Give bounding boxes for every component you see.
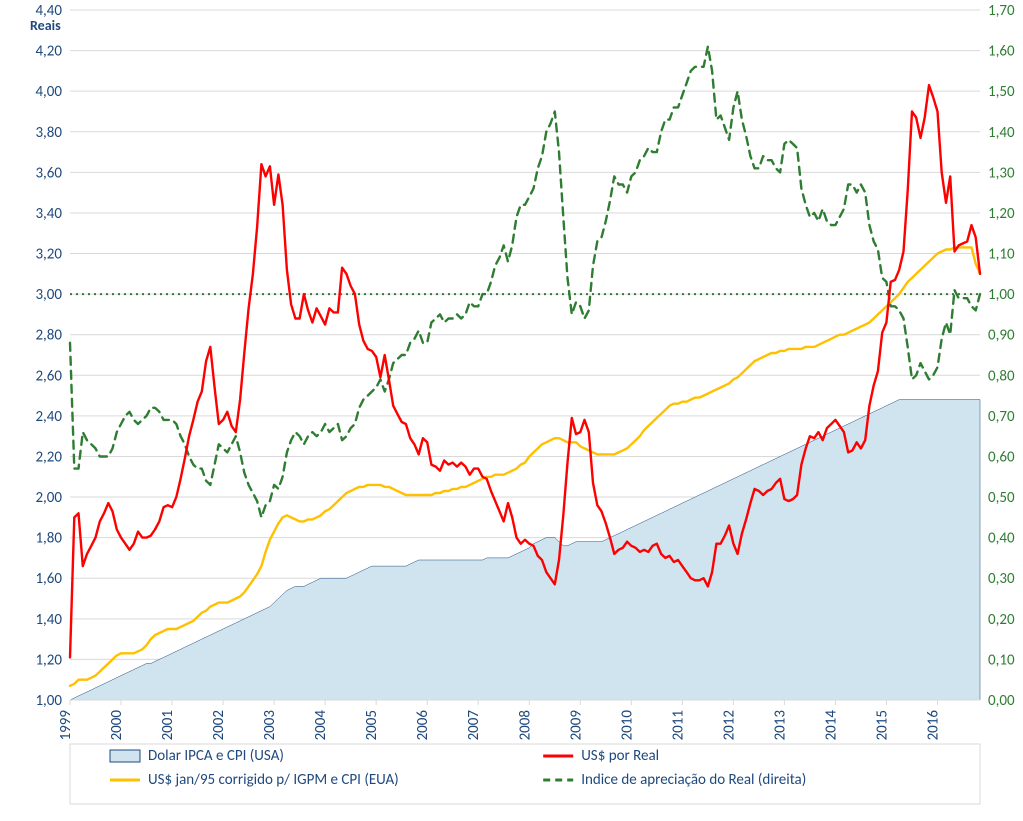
- ytick-left: 4,20: [35, 43, 62, 61]
- ytick-right: 0,70: [988, 408, 1015, 426]
- xtick: 2012: [720, 710, 738, 740]
- ytick-left: 1,60: [35, 570, 62, 588]
- ytick-left: 1,20: [35, 651, 62, 669]
- xtick: 2015: [873, 710, 891, 740]
- ytick-right: 0,60: [988, 448, 1015, 466]
- ytick-right: 1,60: [988, 43, 1015, 61]
- ytick-right: 1,70: [988, 2, 1015, 20]
- ytick-left: 1,00: [35, 692, 62, 710]
- ytick-right: 1,40: [988, 124, 1015, 142]
- ytick-left: 2,20: [35, 448, 62, 466]
- xtick: 2000: [108, 710, 126, 741]
- legend-label: Dolar IPCA e CPI (USA): [148, 747, 284, 765]
- ytick-left: 1,80: [35, 530, 62, 548]
- xtick: 2013: [771, 710, 789, 741]
- xtick: 2001: [159, 710, 177, 740]
- ytick-right: 1,50: [988, 83, 1015, 101]
- ytick-right: 0,50: [988, 489, 1015, 507]
- ytick-right: 0,40: [988, 530, 1015, 548]
- xtick: 2007: [465, 710, 483, 741]
- ytick-right: 1,20: [988, 205, 1015, 223]
- xtick: 2014: [822, 710, 840, 741]
- ytick-right: 0,80: [988, 367, 1015, 385]
- xtick: 2008: [516, 710, 534, 740]
- legend-label: Indice de apreciação do Real (direita): [581, 771, 806, 789]
- xtick: 2010: [618, 710, 636, 741]
- ytick-right: 1,30: [988, 164, 1015, 182]
- ytick-right: 0,10: [988, 651, 1015, 669]
- ytick-left: 1,40: [35, 611, 62, 629]
- xtick: 2004: [312, 710, 330, 741]
- left-axis-title: Reais: [30, 17, 61, 34]
- ytick-right: 0,90: [988, 327, 1015, 345]
- xtick: 2016: [924, 710, 942, 741]
- ytick-left: 3,20: [35, 246, 62, 264]
- ytick-left: 4,00: [35, 83, 62, 101]
- ytick-left: 2,40: [35, 408, 62, 426]
- ytick-right: 1,10: [988, 246, 1015, 264]
- ytick-right: 0,20: [988, 611, 1015, 629]
- xtick: 2009: [567, 710, 585, 741]
- ytick-right: 0,30: [988, 570, 1015, 588]
- ytick-left: 3,80: [35, 124, 62, 142]
- ytick-left: 3,60: [35, 164, 62, 182]
- legend-label: US$ por Real: [581, 747, 659, 765]
- xtick: 2006: [414, 710, 432, 741]
- legend-swatch-area: [110, 750, 140, 762]
- xtick: 2003: [261, 710, 279, 741]
- chart-container: 1,00 1,20 1,40 1,60 1,80 2,00 2,20 2,40 2,60 2,80…: [0, 0, 1023, 821]
- chart-svg: 1,00 1,20 1,40 1,60 1,80 2,00 2,20 2,40 2,60 2,80…: [0, 0, 1023, 821]
- xtick: 1999: [57, 710, 75, 741]
- xtick: 2011: [669, 710, 687, 740]
- ytick-right: 0,00: [988, 692, 1015, 710]
- ytick-left: 2,60: [35, 367, 62, 385]
- ytick-left: 2,80: [35, 327, 62, 345]
- ytick-left: 3,40: [35, 205, 62, 223]
- ytick-left: 3,00: [35, 286, 62, 304]
- xtick: 2002: [210, 710, 228, 740]
- ytick-left: 2,00: [35, 489, 62, 507]
- xtick: 2005: [363, 710, 381, 740]
- legend-label: US$ jan/95 corrigido p/ IGPM e CPI (EUA): [148, 771, 399, 789]
- ytick-right: 1,00: [988, 286, 1015, 304]
